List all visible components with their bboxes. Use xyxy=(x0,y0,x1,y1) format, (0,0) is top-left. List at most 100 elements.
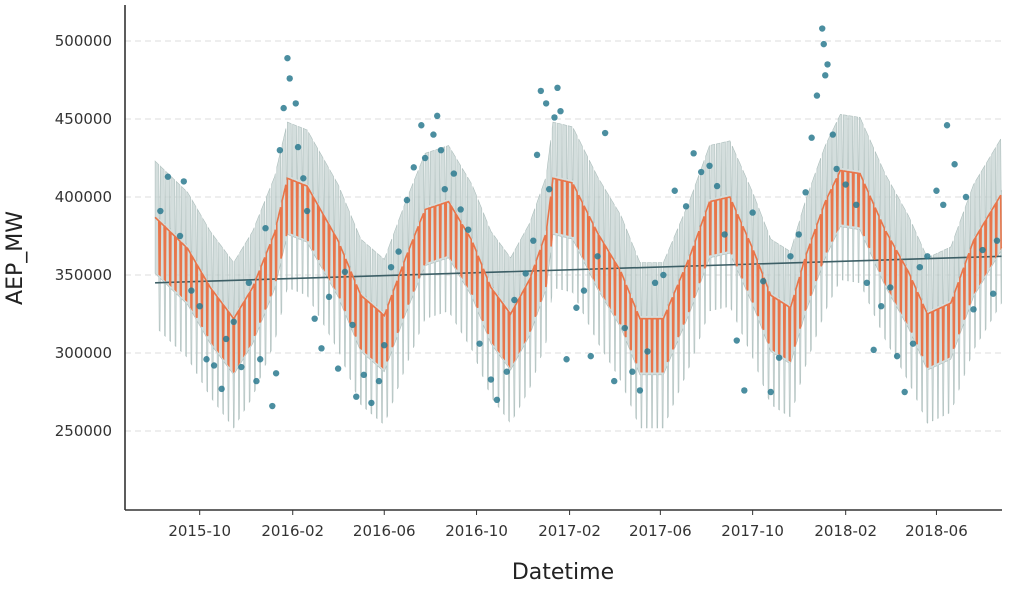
data-point xyxy=(698,168,705,176)
data-point xyxy=(530,237,537,244)
data-point xyxy=(551,114,558,121)
data-point xyxy=(353,393,360,400)
data-point xyxy=(557,108,564,115)
data-point xyxy=(238,363,245,371)
y-tick-label: 350000 xyxy=(55,266,112,284)
data-point xyxy=(733,337,740,344)
data-point xyxy=(325,293,333,301)
data-point xyxy=(580,287,588,294)
uncertainty-band xyxy=(154,113,1002,429)
data-point xyxy=(887,284,894,291)
data-point xyxy=(671,187,678,194)
data-point xyxy=(381,342,388,349)
data-point xyxy=(713,182,721,190)
data-point xyxy=(286,75,293,82)
trend-line xyxy=(155,255,1002,284)
data-point xyxy=(210,362,218,369)
data-point xyxy=(503,368,511,375)
data-point xyxy=(893,352,901,360)
data-point xyxy=(916,264,924,271)
data-point xyxy=(368,399,375,407)
data-point xyxy=(434,112,441,120)
forecast-line-group xyxy=(154,169,1003,374)
data-point xyxy=(164,173,172,180)
data-point xyxy=(349,321,356,329)
data-point xyxy=(341,268,349,276)
data-point xyxy=(294,143,302,151)
data-point xyxy=(360,371,368,379)
data-point xyxy=(901,388,908,396)
data-point xyxy=(218,385,225,393)
x-tick-label: 2017-06 xyxy=(629,522,692,540)
data-point xyxy=(257,356,264,363)
trend-line-group xyxy=(155,255,1002,284)
data-point xyxy=(979,246,986,254)
data-point xyxy=(820,40,827,48)
data-point xyxy=(157,207,164,215)
data-point xyxy=(493,396,501,403)
axes xyxy=(124,5,1002,511)
data-point xyxy=(563,356,570,363)
x-axis-title: Datetime xyxy=(512,560,614,585)
data-point xyxy=(318,345,325,352)
data-point xyxy=(587,352,594,360)
data-point xyxy=(601,129,609,137)
data-point xyxy=(421,154,429,162)
x-tick-label: 2018-02 xyxy=(814,522,877,540)
uncertainty-band-area xyxy=(154,113,1002,429)
data-point xyxy=(180,178,188,185)
forecast-line xyxy=(154,169,1003,374)
x-tick-label: 2015-10 xyxy=(168,522,231,540)
data-point xyxy=(269,402,276,410)
data-point xyxy=(276,147,284,154)
x-tick-label: 2017-02 xyxy=(538,522,601,540)
data-point xyxy=(706,162,713,169)
data-point xyxy=(522,270,529,277)
data-point xyxy=(993,237,1001,244)
data-point xyxy=(300,175,307,182)
y-axis-title: AEP_MW xyxy=(3,211,28,305)
data-point xyxy=(989,290,997,297)
data-point xyxy=(749,209,756,216)
y-tick-label: 250000 xyxy=(55,422,112,440)
data-point xyxy=(822,72,829,79)
data-point xyxy=(775,354,783,361)
x-tick-label: 2016-02 xyxy=(261,522,324,540)
data-point xyxy=(334,365,342,372)
data-point xyxy=(940,201,947,208)
data-point xyxy=(842,181,849,188)
data-point xyxy=(533,151,541,159)
data-point xyxy=(375,377,383,385)
data-point xyxy=(403,196,411,204)
data-point xyxy=(280,104,287,112)
data-point xyxy=(196,303,203,310)
data-point xyxy=(741,387,748,394)
x-tick-label: 2017-10 xyxy=(721,522,784,540)
data-point xyxy=(465,226,472,233)
data-point xyxy=(222,335,230,343)
data-point xyxy=(437,147,445,154)
data-point xyxy=(611,377,618,385)
data-point xyxy=(682,203,690,210)
y-tick-label: 300000 xyxy=(55,344,112,362)
data-point xyxy=(629,368,636,375)
data-point xyxy=(537,87,545,95)
data-point xyxy=(962,193,970,201)
data-point xyxy=(853,201,860,208)
data-point xyxy=(870,346,877,354)
data-point xyxy=(767,388,774,396)
data-point xyxy=(545,186,553,193)
data-point xyxy=(660,271,667,279)
data-point xyxy=(476,340,483,347)
x-tick-label: 2016-06 xyxy=(353,522,416,540)
data-point xyxy=(418,122,425,129)
data-point xyxy=(176,232,184,240)
data-point xyxy=(813,92,821,99)
data-point xyxy=(824,61,831,68)
data-point xyxy=(430,131,437,138)
data-point xyxy=(594,253,601,260)
data-point xyxy=(760,278,767,285)
data-point xyxy=(690,150,697,157)
data-point xyxy=(924,253,931,260)
